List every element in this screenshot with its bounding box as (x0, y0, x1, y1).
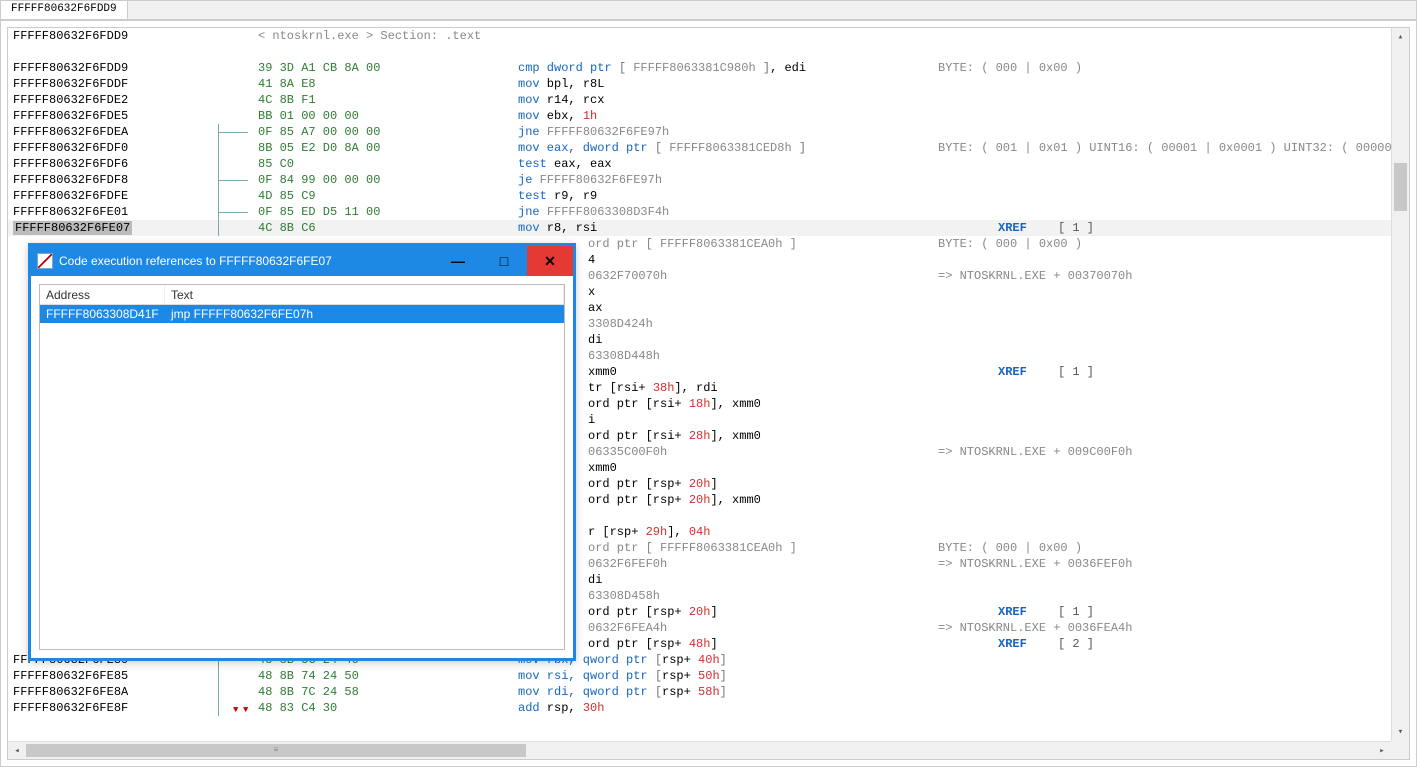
scrollbar-corner (1391, 741, 1409, 759)
column-address[interactable]: Address (40, 285, 165, 304)
xref-grid[interactable]: Address Text FFFFF8063308D41Fjmp FFFFF80… (39, 284, 565, 650)
scroll-up-icon[interactable]: ▴ (1392, 28, 1409, 46)
xref-dialog[interactable]: Code execution references to FFFFF80632F… (28, 243, 576, 661)
scroll-down-icon[interactable]: ▾ (1392, 723, 1409, 741)
scrollbar-thumb[interactable] (1394, 163, 1407, 211)
xref-row[interactable]: FFFFF8063308D41Fjmp FFFFF80632F6FE07h (40, 305, 564, 323)
tab-bar: FFFFF80632F6FDD9 (0, 0, 1417, 20)
grid-header[interactable]: Address Text (40, 285, 564, 305)
scroll-right-icon[interactable]: ▸ (1373, 742, 1391, 759)
maximize-button[interactable]: □ (481, 246, 527, 276)
column-text[interactable]: Text (165, 285, 564, 304)
address-tab[interactable]: FFFFF80632F6FDD9 (1, 1, 128, 19)
dialog-title-text: Code execution references to FFFFF80632F… (59, 254, 332, 268)
close-button[interactable]: ✕ (527, 246, 573, 276)
minimize-button[interactable]: — (435, 246, 481, 276)
dialog-body: Address Text FFFFF8063308D41Fjmp FFFFF80… (31, 276, 573, 658)
dialog-app-icon (37, 253, 53, 269)
horizontal-scrollbar[interactable]: ◂ ≡ ▸ (8, 741, 1391, 759)
scrollbar-thumb-h[interactable]: ≡ (26, 744, 526, 757)
scroll-left-icon[interactable]: ◂ (8, 742, 26, 759)
vertical-scrollbar[interactable]: ▴ ▾ (1391, 28, 1409, 741)
dialog-titlebar[interactable]: Code execution references to FFFFF80632F… (31, 246, 573, 276)
